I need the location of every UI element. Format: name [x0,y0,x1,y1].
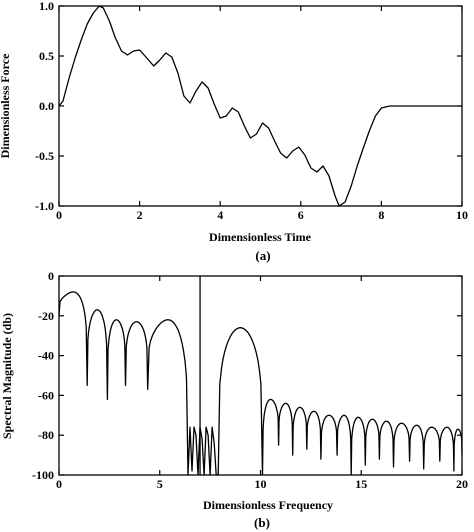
chart-b-ticks [58,275,463,476]
chart-a-caption: (a) [255,248,270,263]
chartA-y-tick-label-1: 0.5 [39,49,54,63]
chartA-x-tick-label-1: 2 [137,208,143,222]
chartA-y-tick-label-0: 1.0 [39,0,54,13]
chartB-y-tick-label-1: -20 [38,309,54,323]
chartB-y-tick-label-3: -60 [38,388,54,402]
chartA-y-tick-label-4: -1.0 [35,199,54,213]
chartB-x-tick-label-2: 10 [255,477,267,491]
chartB-x-tick-label-3: 15 [355,477,367,491]
chart-a-x-axis-title: Dimensionless Time [209,230,312,244]
chartB-y-tick-label-2: -40 [38,349,54,363]
chart-a-force-series-line [58,5,462,207]
chartB-y-tick-label-0: 0 [48,269,54,283]
chartB-y-tick-label-4: -80 [38,428,54,442]
chartB-x-tick-label-0: 0 [56,477,62,491]
chartA-x-tick-label-3: 6 [298,208,304,222]
chart-b-x-tick-labels: 0 5 10 15 20 [56,477,468,491]
chart-a-y-axis-title: Dimensionless Force [0,53,12,158]
chart-b-y-axis-title: Spectral Magnitude (db) [0,313,14,439]
chartA-x-tick-label-2: 4 [217,208,223,222]
chartA-x-tick-label-0: 0 [56,208,62,222]
chartA-x-tick-label-4: 8 [378,208,384,222]
chart-b-spectrum-series-line [58,291,463,476]
chartA-y-tick-label-3: -0.5 [35,149,54,163]
chart-a-y-tick-labels: 1.0 0.5 0.0 -0.5 -1.0 [35,0,54,213]
chart-b-x-axis-title: Dimensionless Frequency [203,498,333,512]
chart-b-y-tick-labels: 0 -20 -40 -60 -80 -100 [32,269,54,482]
chart-a-ticks [58,5,463,207]
chartA-x-tick-label-5: 10 [456,208,468,222]
chart-a-dimensionless-force: 1.0 0.5 0.0 -0.5 -1.0 0 2 4 6 8 10 Dimensionless … [0,0,468,263]
chartB-y-tick-label-5: -100 [32,468,54,482]
chart-a-x-tick-labels: 0 2 4 6 8 10 [56,208,468,222]
chartB-x-tick-label-4: 20 [456,477,468,491]
chart-b-caption: (b) [254,515,270,530]
chartA-y-tick-label-2: 0.0 [39,99,54,113]
chart-b-spectral-magnitude: 0 -20 -40 -60 -80 -100 0 5 10 15 20 Dimensionless… [0,269,468,530]
chartB-x-tick-label-1: 5 [157,477,163,491]
